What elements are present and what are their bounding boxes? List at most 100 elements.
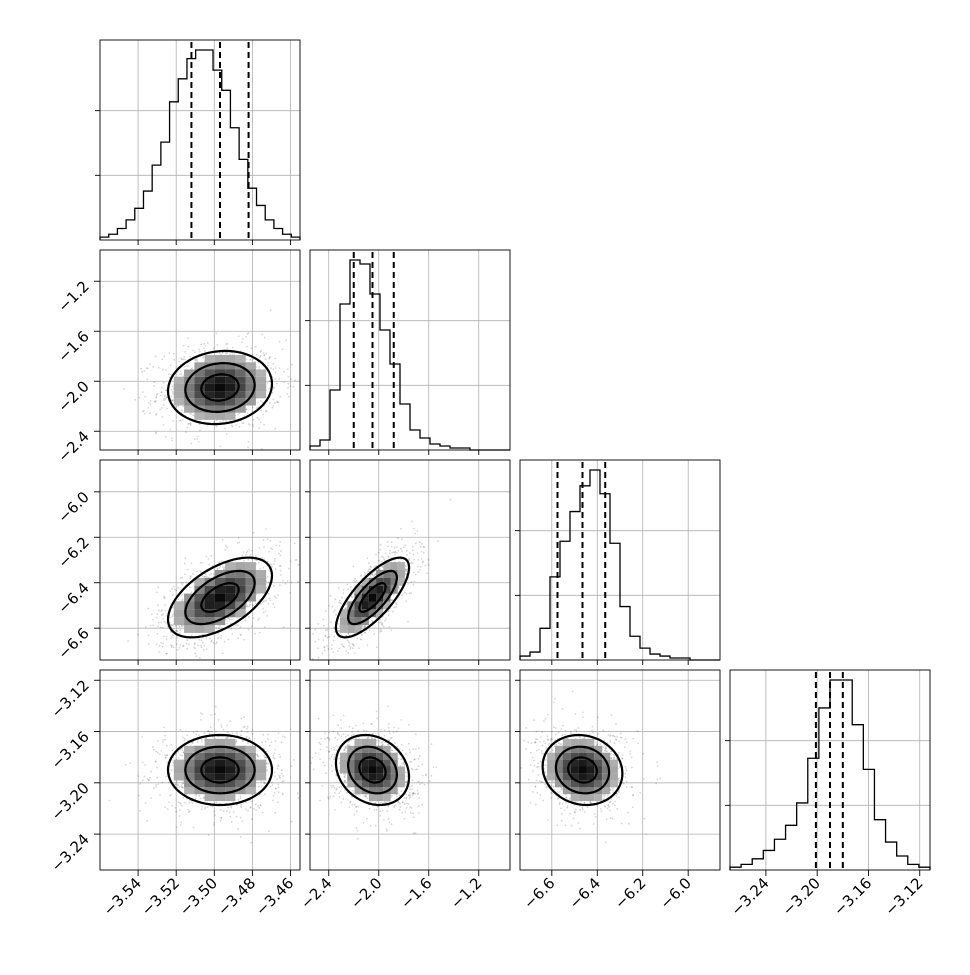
sample-point	[253, 419, 255, 421]
sample-point	[191, 367, 193, 369]
sample-point	[418, 748, 420, 750]
sample-point	[258, 366, 260, 368]
sample-point	[240, 836, 242, 838]
sample-point	[256, 407, 258, 409]
sample-point	[225, 545, 227, 547]
density-cell	[174, 774, 184, 781]
sample-point	[281, 769, 283, 771]
sample-point	[270, 786, 272, 788]
sample-point	[147, 407, 149, 409]
sample-point	[328, 605, 330, 607]
density-cell	[174, 391, 184, 398]
sample-point	[194, 653, 196, 655]
sample-point	[242, 740, 244, 742]
sample-point	[274, 758, 276, 760]
sample-point	[181, 584, 183, 586]
sample-point	[189, 356, 191, 358]
sample-point	[171, 440, 173, 442]
sample-point	[171, 750, 173, 752]
sample-point	[364, 632, 366, 634]
sample-point	[255, 809, 257, 811]
sample-point	[221, 560, 223, 562]
density-cell	[340, 625, 347, 633]
sample-point	[156, 767, 158, 769]
sample-point	[184, 563, 186, 565]
sample-point	[263, 567, 265, 569]
sample-point	[264, 354, 266, 356]
sample-point	[349, 806, 351, 808]
sample-point	[203, 649, 205, 651]
sample-point	[169, 590, 171, 592]
sample-point	[396, 731, 398, 733]
sample-point	[140, 368, 142, 370]
sample-point	[200, 719, 202, 721]
sample-point	[160, 395, 162, 397]
sample-point	[290, 582, 292, 584]
sample-point	[351, 731, 353, 733]
sample-point	[272, 405, 274, 407]
sample-point	[282, 775, 284, 777]
sample-point	[219, 421, 221, 423]
density-cell	[246, 362, 256, 369]
sample-point	[160, 642, 162, 644]
sample-point	[148, 643, 150, 645]
sample-point	[227, 807, 229, 809]
sample-point	[213, 811, 215, 813]
sample-point	[239, 796, 241, 798]
sample-point	[322, 653, 324, 655]
sample-point	[409, 749, 411, 751]
sample-point	[246, 552, 248, 554]
sample-point	[259, 547, 261, 549]
sample-point	[226, 810, 228, 812]
sample-point	[273, 755, 275, 757]
sample-point	[177, 784, 179, 786]
density-cell	[256, 391, 266, 398]
sample-point	[252, 532, 254, 534]
sample-point	[379, 568, 381, 570]
sample-point	[417, 793, 419, 795]
sample-point	[257, 755, 259, 757]
sample-point	[189, 802, 191, 804]
sample-point	[274, 772, 276, 774]
sample-point	[276, 383, 278, 385]
sample-point	[149, 363, 151, 365]
sample-point	[254, 738, 256, 740]
sample-point	[259, 632, 261, 634]
sample-point	[391, 546, 393, 548]
sample-point	[341, 644, 343, 646]
density-cell	[174, 617, 184, 625]
sample-point	[275, 545, 277, 547]
sample-point	[152, 366, 154, 368]
sample-point	[364, 572, 366, 574]
sample-point	[157, 586, 159, 588]
sample-point	[159, 794, 161, 796]
sample-point	[407, 621, 409, 623]
sample-point	[281, 741, 283, 743]
sample-point	[349, 643, 351, 645]
sample-point	[155, 751, 157, 753]
sample-point	[247, 742, 249, 744]
sample-point	[194, 648, 196, 650]
sample-point	[214, 713, 216, 715]
sample-point	[138, 775, 140, 777]
sample-point	[172, 393, 174, 395]
density-cell	[205, 739, 215, 746]
sample-point	[262, 557, 264, 559]
sample-point	[168, 782, 170, 784]
sample-point	[200, 645, 202, 647]
sample-point	[267, 382, 269, 384]
sample-point	[339, 787, 341, 789]
sample-point	[363, 729, 365, 731]
sample-point	[277, 801, 279, 803]
sample-point	[157, 393, 159, 395]
sample-point	[291, 821, 293, 823]
sample-point	[393, 593, 395, 595]
sample-point	[179, 647, 181, 649]
sample-point	[195, 798, 197, 800]
sample-point	[357, 638, 359, 640]
sample-point	[229, 720, 231, 722]
sample-point	[333, 611, 335, 613]
sample-point	[249, 604, 251, 606]
sample-point	[288, 376, 290, 378]
